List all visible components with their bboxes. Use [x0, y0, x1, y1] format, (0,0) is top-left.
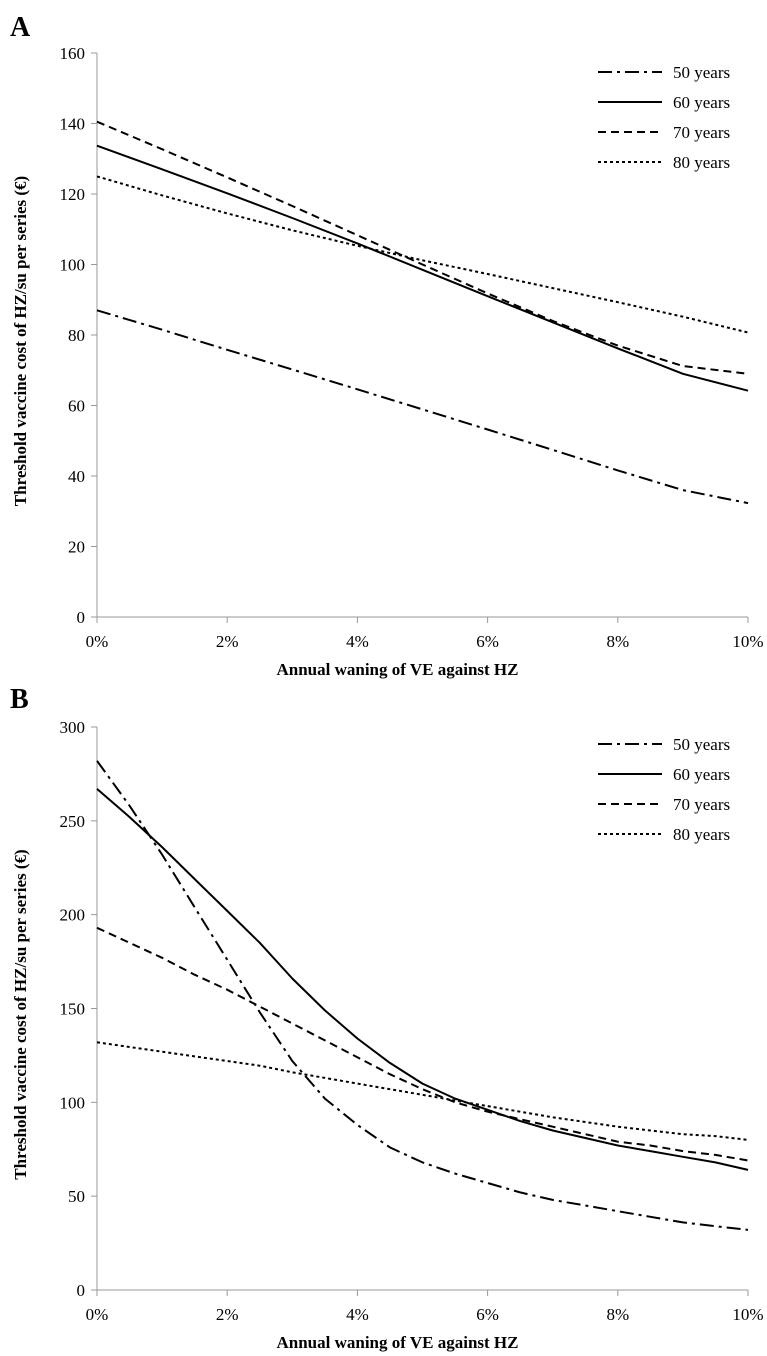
y-axis-title: Threshold vaccine cost of HZ/su per seri… — [11, 176, 30, 506]
series-line-80-years — [96, 175, 749, 334]
x-tick-label: 6% — [476, 632, 499, 651]
y-tick-label: 20 — [68, 538, 85, 557]
panel-label-b: B — [10, 684, 29, 715]
x-tick-label: 10% — [732, 632, 763, 651]
y-tick-label: 150 — [60, 1000, 86, 1019]
x-tick-label: 10% — [732, 1305, 763, 1324]
series-line-60-years — [96, 788, 749, 1171]
x-axis-title: Annual waning of VE against HZ — [276, 660, 518, 679]
series-line-50-years — [96, 760, 749, 1231]
y-tick-label: 140 — [60, 115, 86, 134]
y-tick-label: 0 — [77, 1281, 86, 1300]
y-tick-label: 100 — [60, 256, 86, 275]
legend-label: 70 years — [673, 123, 730, 142]
x-tick-label: 0% — [86, 1305, 109, 1324]
series-line-80-years — [96, 1041, 749, 1141]
legend-label: 60 years — [673, 765, 730, 784]
y-tick-label: 200 — [60, 906, 86, 925]
x-tick-label: 8% — [606, 632, 629, 651]
y-tick-label: 160 — [60, 44, 86, 63]
y-tick-label: 40 — [68, 467, 85, 486]
y-tick-label: 50 — [68, 1187, 85, 1206]
series-line-70-years — [96, 926, 749, 1162]
legend-label: 80 years — [673, 153, 730, 172]
series-line-70-years — [96, 120, 749, 375]
legend-label: 50 years — [673, 735, 730, 754]
chart-panel-b: 0 50 100 150 200 250 300 0% 2% 4% 6% 8% 10% Annual wa… — [11, 718, 764, 1352]
y-tick-label: 0 — [77, 608, 86, 627]
legend-label: 50 years — [673, 63, 730, 82]
x-tick-label: 2% — [216, 1305, 239, 1324]
x-tick-label: 8% — [606, 1305, 629, 1324]
x-tick-label: 0% — [86, 632, 109, 651]
y-axis-title: Threshold vaccine cost of HZ/su per seri… — [11, 849, 30, 1179]
legend-label: 80 years — [673, 825, 730, 844]
x-tick-label: 6% — [476, 1305, 499, 1324]
series-line-60-years — [96, 144, 749, 392]
y-tick-label: 60 — [68, 397, 85, 416]
x-tick-label: 4% — [346, 632, 369, 651]
series-line-50-years — [96, 309, 749, 505]
legend-label: 70 years — [673, 795, 730, 814]
x-tick-label: 4% — [346, 1305, 369, 1324]
y-tick-label: 300 — [60, 718, 86, 737]
x-axis-title: Annual waning of VE against HZ — [276, 1333, 518, 1352]
y-tick-label: 100 — [60, 1093, 86, 1112]
legend-label: 60 years — [673, 93, 730, 112]
x-tick-label: 2% — [216, 632, 239, 651]
chart-panel-a: 0 20 40 60 80 100 120 140 160 0% 2% 4% 6% 8% 10% Annual… — [11, 44, 764, 679]
y-tick-label: 250 — [60, 812, 86, 831]
panel-label-a: A — [10, 12, 31, 43]
y-tick-label: 80 — [68, 326, 85, 345]
y-tick-label: 120 — [60, 185, 86, 204]
